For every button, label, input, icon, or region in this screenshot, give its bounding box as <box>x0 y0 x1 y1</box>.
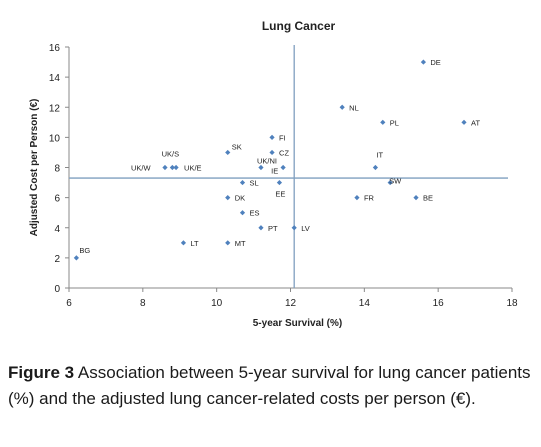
data-label: LV <box>301 224 310 233</box>
x-tick-label: 12 <box>285 298 297 309</box>
data-label: NL <box>349 103 359 112</box>
data-label: UK/NI <box>257 157 277 166</box>
data-label: BE <box>423 194 433 203</box>
data-point <box>169 164 175 171</box>
y-tick-label: 16 <box>49 43 61 54</box>
x-axis-label: 5-year Survival (%) <box>253 318 343 329</box>
data-point <box>225 195 231 201</box>
data-point <box>239 179 246 186</box>
chart: Lung Cancer 0 2 4 6 8 10 12 14 16 6 8 10 12 14 16 18 5-ye… <box>29 19 518 329</box>
data-label: CZ <box>279 148 289 157</box>
data-point <box>173 164 179 171</box>
y-tick-label: 14 <box>49 73 61 84</box>
data-point <box>380 119 386 125</box>
data-point <box>269 134 275 140</box>
data-label: UK/W <box>131 164 152 173</box>
data-point <box>239 210 246 216</box>
data-label: UK/E <box>184 164 202 173</box>
x-tick-label: 10 <box>211 298 223 309</box>
x-tick-label: 18 <box>506 298 518 309</box>
caption-text: Association between 5-year survival for … <box>8 363 531 408</box>
y-tick-label: 12 <box>49 103 61 114</box>
data-point <box>162 164 168 171</box>
data-point <box>180 240 187 246</box>
y-tick-label: 0 <box>54 284 60 295</box>
data-point <box>291 225 297 231</box>
figure-caption: Figure 3 Association between 5-year surv… <box>8 360 536 412</box>
data-label: FR <box>364 194 375 203</box>
data-point <box>276 179 283 186</box>
data-point <box>280 164 286 171</box>
x-tick-label: 16 <box>433 298 445 309</box>
data-label: FI <box>279 133 286 142</box>
y-tick-label: 8 <box>54 164 60 175</box>
data-point <box>372 164 379 171</box>
data-point <box>73 255 79 261</box>
data-label: PT <box>268 224 278 233</box>
data-point <box>225 149 231 156</box>
scatter-chart: Lung Cancer 0 2 4 6 8 10 12 14 16 6 8 10 12 14 16 18 5-ye… <box>29 19 518 329</box>
y-axis-label: Adjusted Cost per Person (€) <box>29 99 40 237</box>
x-tick-label: 14 <box>359 298 371 309</box>
data-point <box>413 195 419 201</box>
data-label: BG <box>79 246 90 255</box>
data-label: ES <box>250 209 260 218</box>
data-label: DE <box>430 58 440 67</box>
data-label: SL <box>250 179 259 188</box>
data-point <box>420 59 426 65</box>
y-tick-label: 4 <box>54 224 60 235</box>
y-tick-label: 6 <box>54 194 60 205</box>
data-point <box>269 149 275 156</box>
data-point <box>339 104 345 110</box>
data-label: SW <box>389 177 402 186</box>
x-tick-label: 6 <box>66 298 72 309</box>
data-label: IT <box>376 151 383 160</box>
data-label: PL <box>390 118 399 127</box>
data-label: LT <box>190 239 199 248</box>
caption-label: Figure 3 <box>8 363 75 382</box>
data-label: EE <box>275 190 285 199</box>
y-tick-label: 2 <box>54 254 60 265</box>
y-tick-label: 10 <box>49 133 61 144</box>
data-label: AT <box>471 118 480 127</box>
data-point <box>461 119 467 125</box>
data-point <box>258 225 264 231</box>
data-label: SK <box>232 142 242 151</box>
x-tick-label: 8 <box>140 298 146 309</box>
data-point <box>225 240 231 246</box>
data-label: UK/S <box>162 150 180 159</box>
data-point <box>354 195 360 201</box>
data-label: DK <box>235 194 245 203</box>
data-label: MT <box>235 239 246 248</box>
data-label: IE <box>271 167 278 176</box>
data-point <box>258 164 264 171</box>
chart-title: Lung Cancer <box>262 19 336 33</box>
data-point <box>387 179 393 186</box>
